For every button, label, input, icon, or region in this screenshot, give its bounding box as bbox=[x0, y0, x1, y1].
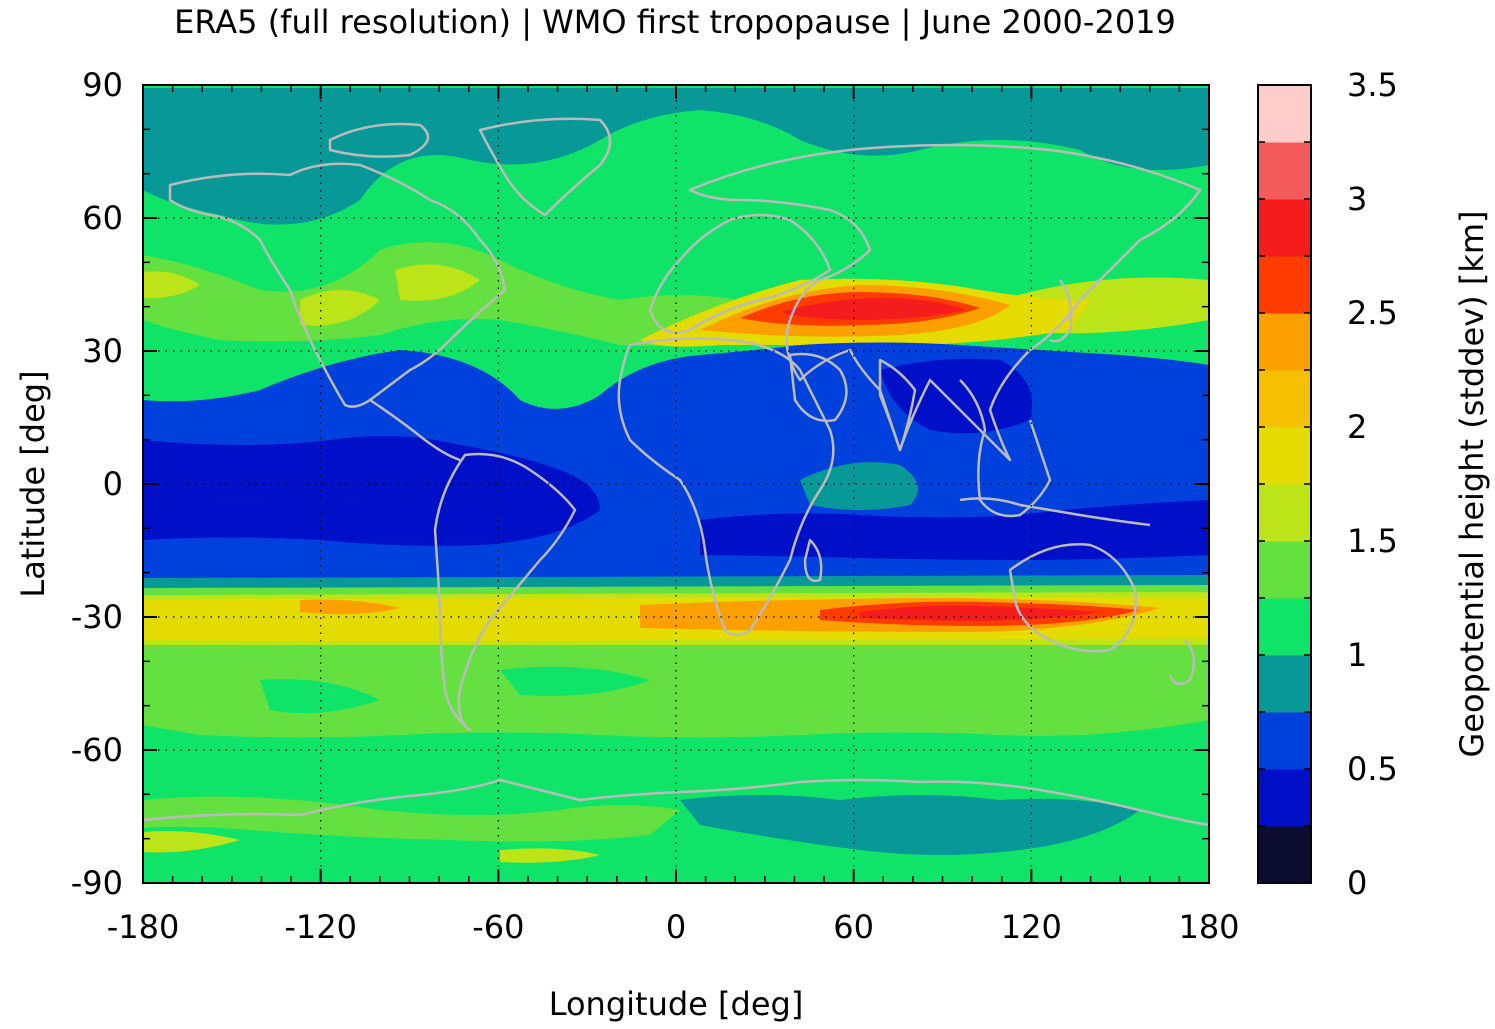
colorbar-swatch bbox=[1258, 256, 1311, 314]
coastline-central-america bbox=[369, 398, 461, 462]
colorbar-swatch bbox=[1258, 541, 1311, 599]
coastline-japan bbox=[1049, 279, 1073, 343]
colorbar-swatch bbox=[1258, 655, 1311, 713]
y-tick-label: 30 bbox=[82, 332, 123, 370]
contour-antarctic-lightgreen bbox=[143, 796, 680, 842]
coastline-south-america bbox=[433, 452, 577, 732]
y-tick-label: 60 bbox=[82, 199, 123, 237]
y-tick-label: 0 bbox=[103, 465, 123, 503]
colorbar-tick-label: 1 bbox=[1347, 636, 1367, 674]
colorbar-label: Geopotential height (stddev) [km] bbox=[1453, 210, 1491, 757]
colorbar-swatch bbox=[1258, 484, 1311, 542]
x-tick-label: 60 bbox=[833, 908, 874, 946]
contour-antarctic-teal bbox=[680, 795, 1140, 855]
coastline-greenland bbox=[478, 117, 612, 217]
colorbar-swatch bbox=[1258, 826, 1311, 884]
contour-sh-green-patch-a bbox=[500, 666, 650, 696]
contour-antarctic-yellowgreen-a bbox=[143, 831, 240, 853]
x-tick-label: 180 bbox=[1178, 908, 1239, 946]
colorbar-swatch bbox=[1258, 769, 1311, 827]
contour-tropics-darkblue-west bbox=[143, 436, 600, 546]
coastline-arabia bbox=[788, 352, 848, 423]
chart-title: ERA5 (full resolution) | WMO first tropo… bbox=[174, 3, 1176, 41]
contour-nh-yellowgreen-a bbox=[300, 290, 380, 326]
colorbar-swatch bbox=[1258, 370, 1311, 428]
y-axis: 90 60 30 0 -30 -60 -90 bbox=[71, 66, 1209, 902]
coastline-madagascar bbox=[803, 538, 823, 583]
colorbar-swatch bbox=[1258, 598, 1311, 656]
colorbar-tick-label: 3.5 bbox=[1347, 66, 1398, 104]
coastline-indonesia bbox=[959, 497, 1151, 527]
y-axis-label: Latitude [deg] bbox=[14, 370, 52, 597]
contour-nh-polar-teal bbox=[143, 88, 1209, 225]
coastline-se-asia bbox=[959, 379, 1052, 518]
x-tick-label: -180 bbox=[107, 908, 180, 946]
x-tick-label: 0 bbox=[666, 908, 686, 946]
colorbar-tick-label: 2 bbox=[1347, 408, 1367, 446]
x-axis: -180 -120 -60 0 60 120 180 bbox=[107, 85, 1240, 946]
field-contours bbox=[143, 88, 1209, 863]
y-tick-label: -60 bbox=[71, 731, 123, 769]
y-tick-label: 90 bbox=[82, 66, 123, 104]
colorbar-tick-label: 0 bbox=[1347, 864, 1367, 902]
x-tick-label: -60 bbox=[472, 908, 524, 946]
grid-lines bbox=[143, 85, 1209, 883]
colorbar-swatch bbox=[1258, 199, 1311, 257]
contour-sh-jet-red bbox=[860, 605, 1100, 621]
coastline-arctic-islands bbox=[328, 122, 430, 158]
coastline-eurasia bbox=[688, 143, 1202, 462]
colorbar-tick-label: 0.5 bbox=[1347, 750, 1398, 788]
colorbar-swatch bbox=[1258, 427, 1311, 485]
coastline-europe bbox=[648, 213, 832, 334]
contour-sh-green-patch-b bbox=[260, 679, 380, 714]
colorbar-swatch bbox=[1258, 142, 1311, 200]
coastline-antarctica bbox=[143, 778, 1209, 827]
y-tick-label: -90 bbox=[71, 864, 123, 902]
contour-nh-yellowgreen-b bbox=[395, 264, 480, 301]
x-tick-label: -120 bbox=[284, 908, 357, 946]
colorbar-tick-label: 2.5 bbox=[1347, 294, 1398, 332]
coastlines bbox=[143, 117, 1209, 827]
map-plot-area bbox=[143, 85, 1209, 883]
coastline-india bbox=[878, 358, 917, 452]
contour-antarctic-yellowgreen-b bbox=[500, 848, 600, 863]
contour-sh-jet-orange-west bbox=[300, 599, 400, 615]
coastline-north-america bbox=[168, 162, 507, 408]
colorbar-swatch bbox=[1258, 712, 1311, 770]
x-tick-label: 120 bbox=[1001, 908, 1062, 946]
coastline-new-zealand bbox=[1168, 639, 1196, 686]
colorbar-tick-label: 3 bbox=[1347, 180, 1367, 218]
contour-tropics-darkblue-asia bbox=[880, 358, 1032, 434]
y-tick-label: -30 bbox=[71, 598, 123, 636]
contour-nh-yellowgreen-d bbox=[143, 271, 200, 299]
coastline-africa bbox=[617, 337, 835, 637]
colorbar: 3.5 3 2.5 2 1.5 1 0.5 0 bbox=[1257, 66, 1398, 902]
x-axis-label: Longitude [deg] bbox=[549, 985, 804, 1023]
colorbar-swatch bbox=[1258, 85, 1311, 143]
colorbar-swatch bbox=[1258, 313, 1311, 371]
coastline-australia bbox=[1008, 543, 1137, 653]
colorbar-tick-label: 1.5 bbox=[1347, 522, 1398, 560]
contour-nh-jet-red bbox=[780, 297, 965, 320]
